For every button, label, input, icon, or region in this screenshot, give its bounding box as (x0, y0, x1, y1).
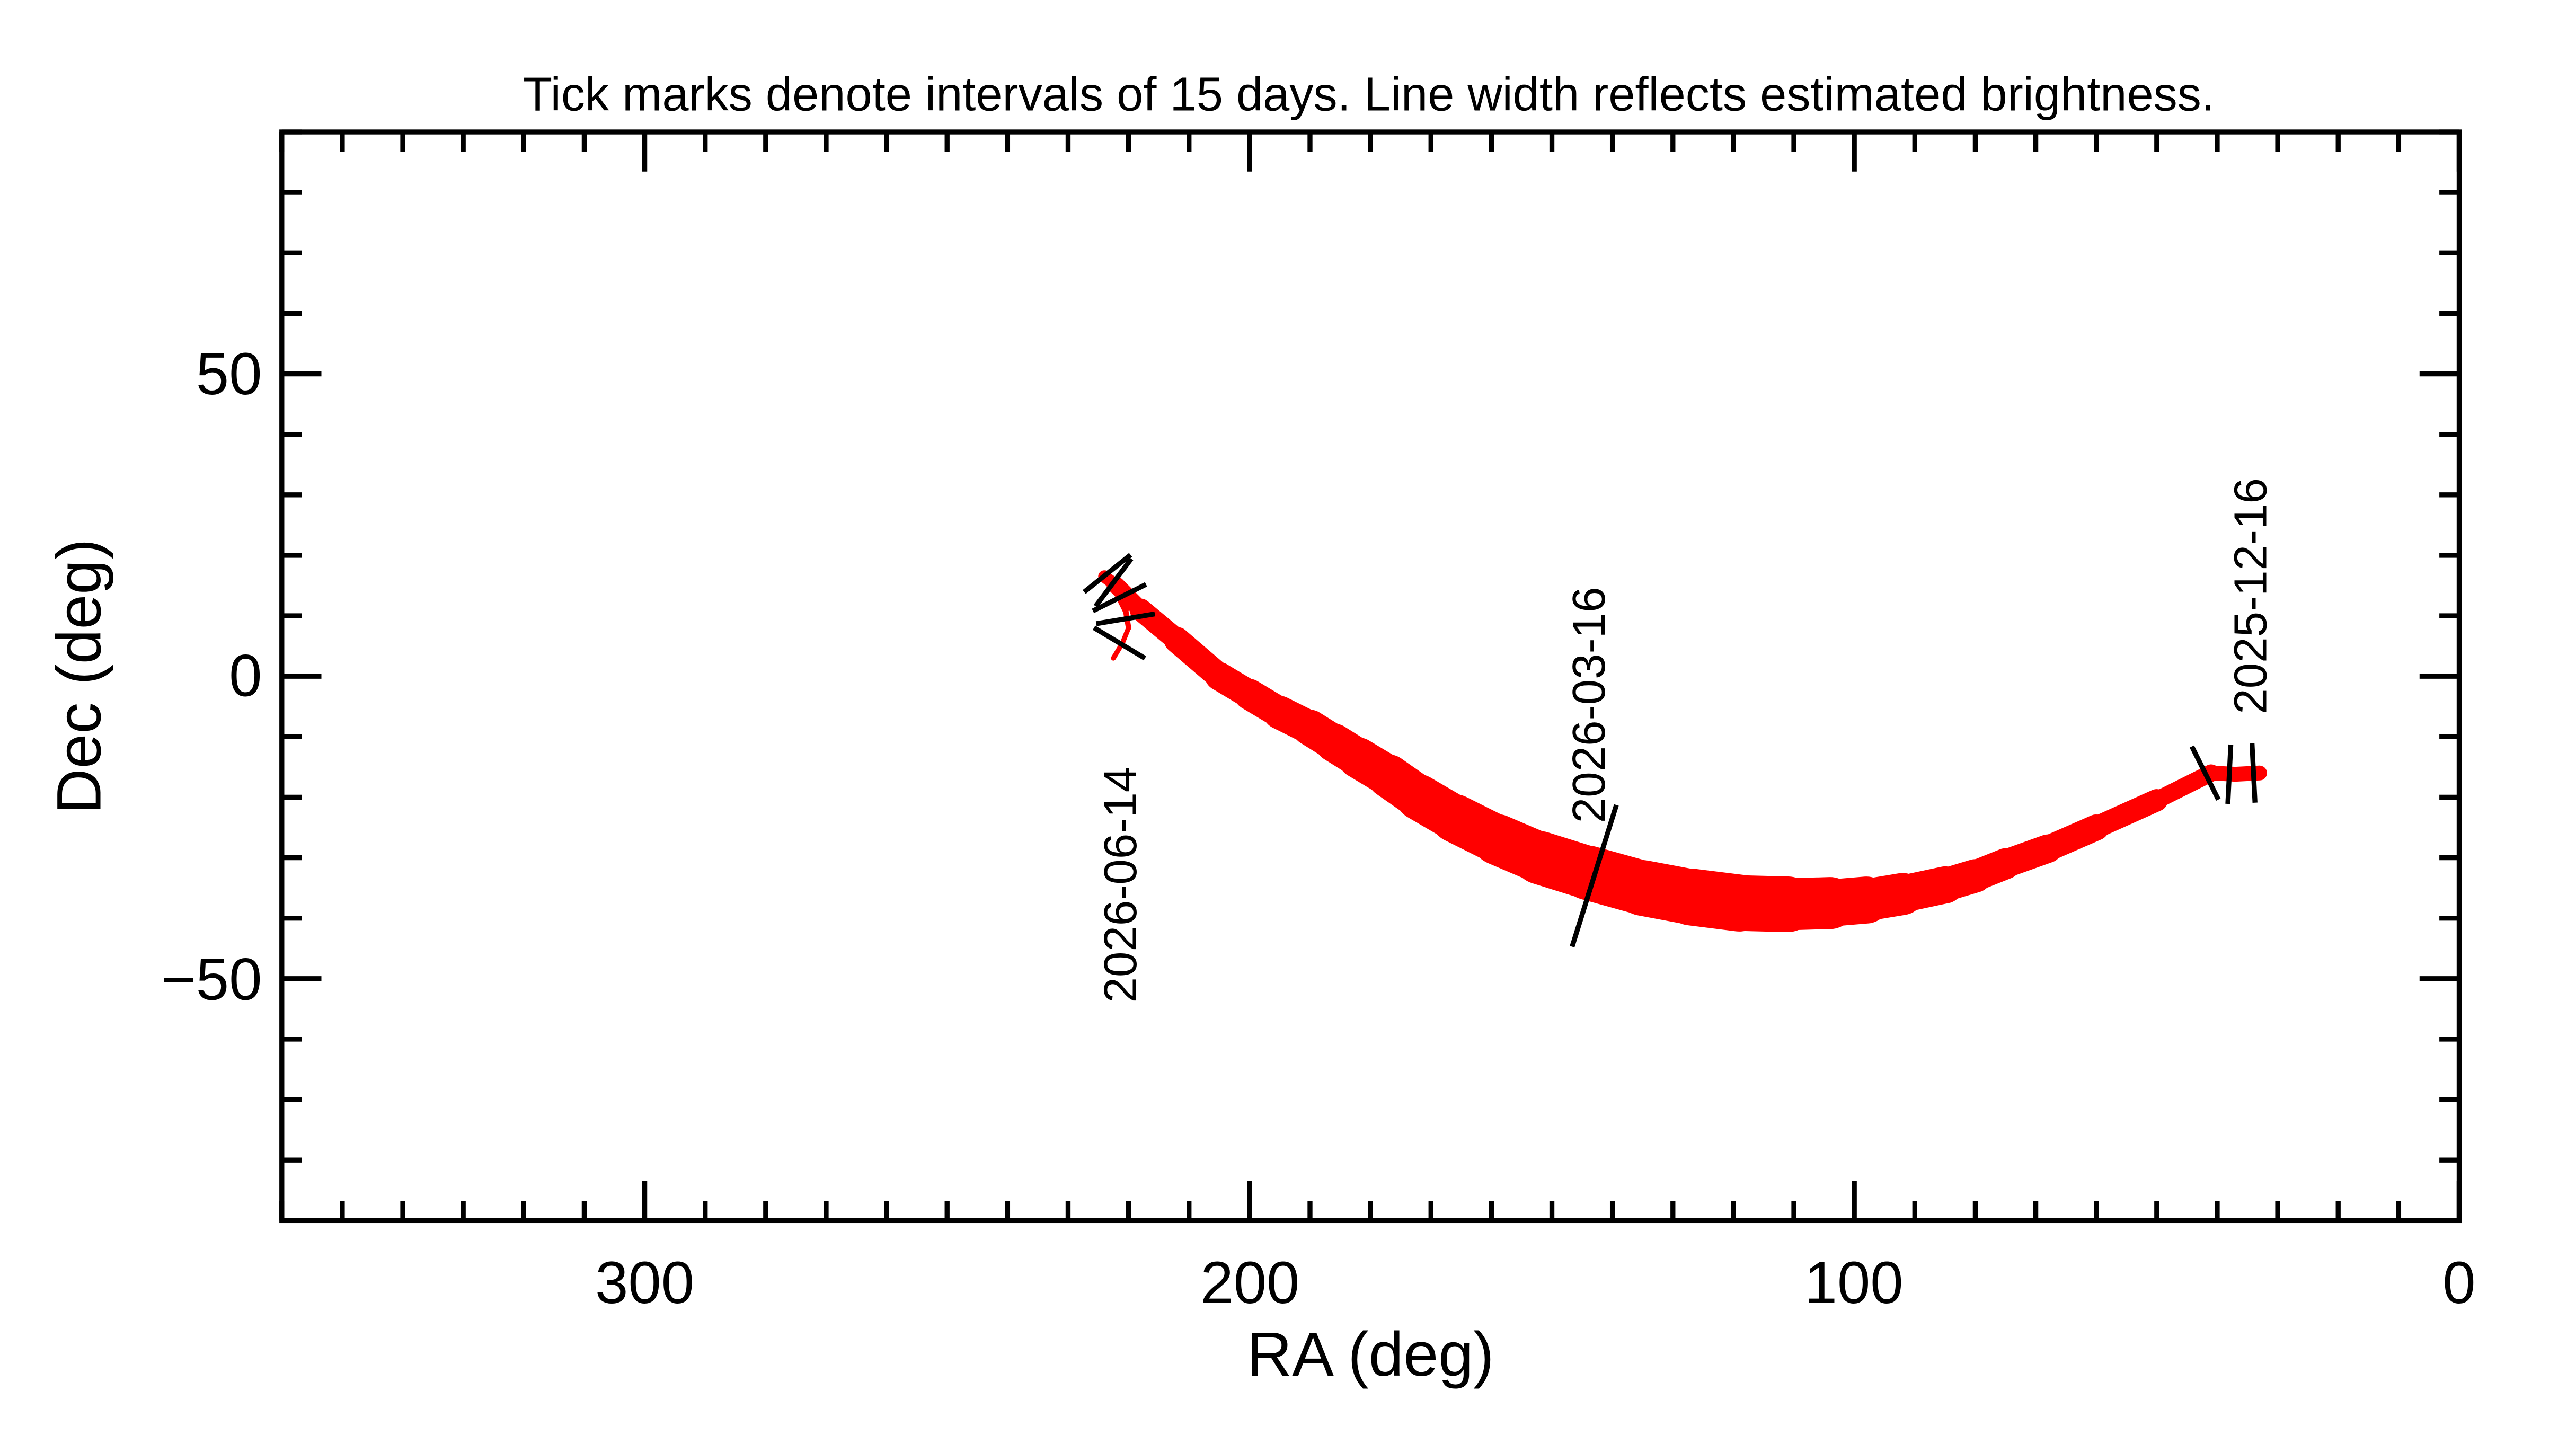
track-segment (1113, 588, 1129, 613)
y-tick-labels: 50 0 −50 (161, 341, 262, 1012)
x-tick-label: 100 (1804, 1250, 1904, 1316)
x-tick-label: 0 (2442, 1250, 2475, 1316)
date-tick (1093, 557, 1134, 608)
axes (279, 129, 2462, 1224)
date-tick (1082, 553, 1132, 594)
date-tick (2225, 744, 2234, 804)
date-tick (2189, 745, 2221, 801)
track-segment (1120, 625, 1131, 646)
x-axis-label: RA (deg) (1247, 1319, 1494, 1389)
y-tick-label: 50 (196, 341, 262, 407)
date-tick (2249, 743, 2258, 803)
x-tick-labels: 300 200 100 0 (595, 1250, 2476, 1316)
date-tick-marks (1082, 553, 2258, 947)
date-tick (1092, 582, 1147, 614)
date-tick (1095, 611, 1155, 626)
chart-title: Tick marks denote intervals of 15 days. … (523, 68, 2215, 121)
date-label: 2026-03-16 (1563, 587, 1615, 823)
date-tick (1570, 804, 1619, 947)
x-tick-label: 300 (595, 1250, 694, 1316)
date-label: 2026-06-14 (1095, 767, 1146, 1003)
y-axis-label: Dec (deg) (44, 539, 114, 814)
date-labels: 2025-12-16 2026-03-16 2026-06-14 (1095, 478, 2276, 1003)
y-tick-label: 0 (229, 643, 262, 709)
plot-frame (279, 129, 2462, 1224)
x-tick-label: 200 (1200, 1250, 1299, 1316)
y-tick-label: −50 (161, 946, 262, 1012)
date-tick (1093, 625, 1146, 661)
track-series (1098, 570, 2267, 932)
date-label: 2025-12-16 (2225, 478, 2276, 714)
